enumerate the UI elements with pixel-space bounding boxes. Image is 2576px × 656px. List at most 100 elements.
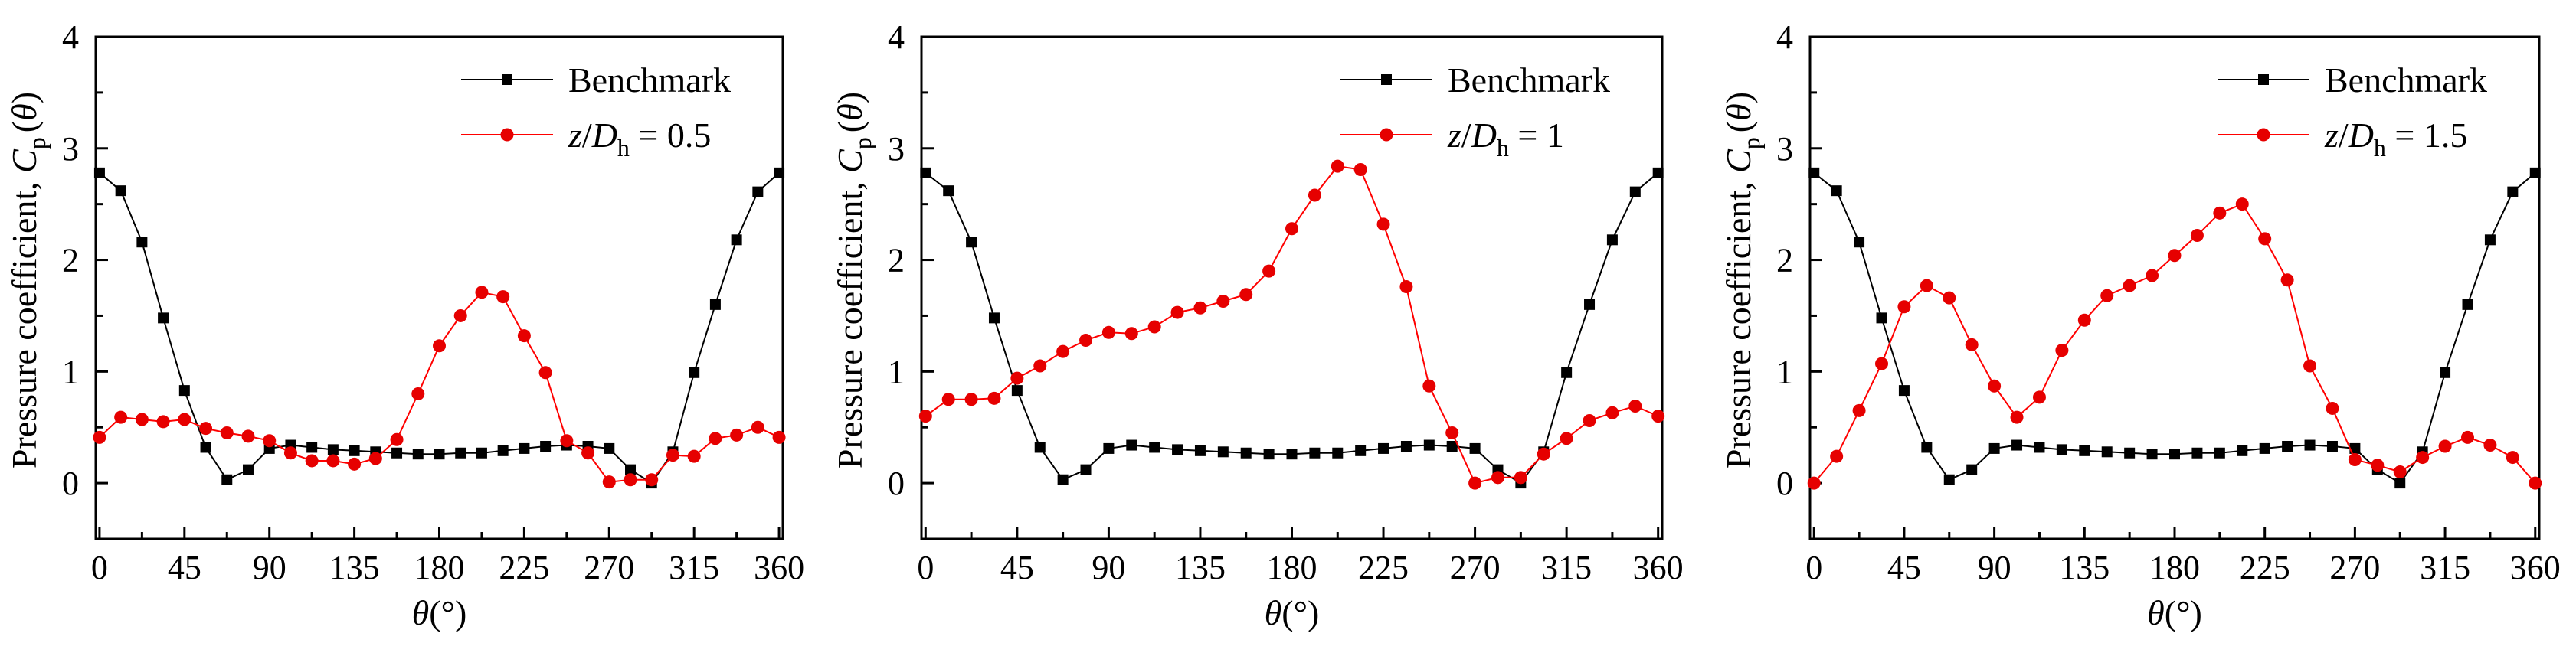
data-point-square — [920, 167, 931, 178]
data-point-square — [2507, 186, 2519, 197]
chart-panel-1: 0 45 90 135 180 225 270 315 36001234θ(°)Pressure… — [5, 18, 804, 632]
y-tick-label: 1 — [1776, 353, 1793, 390]
data-point-circle — [560, 434, 574, 448]
data-point-circle — [645, 473, 659, 487]
series-line — [925, 172, 1659, 485]
y-axis-symbol: C — [1719, 148, 1758, 173]
data-point-circle — [1101, 325, 1115, 339]
legend-label-comparison: z/Dh = 1.5 — [2324, 116, 2467, 162]
data-point-square — [1943, 474, 1955, 485]
data-point-circle — [517, 329, 531, 343]
data-point-square — [774, 167, 785, 178]
x-tick-label: 360 — [1633, 549, 1684, 586]
data-point-square — [604, 442, 615, 454]
data-point-square — [709, 299, 721, 310]
data-point-circle — [263, 434, 277, 448]
legend-value: = 0.5 — [630, 116, 711, 155]
data-point-circle — [964, 393, 978, 406]
data-point-square — [988, 312, 1000, 324]
data-point-square — [1808, 167, 1820, 178]
data-point-square — [1561, 367, 1573, 378]
series-comparison — [93, 286, 786, 489]
legend-label-benchmark: Benchmark — [2325, 60, 2487, 100]
data-point-circle — [135, 413, 149, 426]
y-tick-label: 2 — [62, 242, 79, 279]
data-point-circle — [2146, 269, 2159, 282]
series-line — [1813, 172, 2536, 485]
data-point-circle — [2348, 452, 2362, 466]
data-point-circle — [1920, 279, 1933, 292]
data-point-square — [1149, 442, 1160, 453]
y-axis-subscript: p — [23, 137, 51, 149]
y-tick-label: 0 — [62, 465, 79, 502]
x-tick-label: 270 — [584, 549, 634, 586]
y-axis-arg: θ — [1719, 103, 1758, 121]
data-point-square — [1194, 445, 1206, 456]
y-tick-label: 4 — [62, 18, 79, 56]
data-point-square — [349, 445, 360, 456]
y-axis-paren-open: ( — [5, 121, 44, 132]
data-point-circle — [1605, 406, 1619, 419]
data-point-circle — [1285, 222, 1298, 236]
y-tick-label: 2 — [888, 242, 905, 279]
data-point-square — [2146, 449, 2158, 460]
data-point-circle — [1943, 291, 1956, 305]
data-point-square — [2462, 299, 2473, 310]
data-point-circle — [1628, 400, 1642, 413]
data-point-square — [1469, 442, 1481, 454]
data-point-square — [2011, 439, 2023, 451]
data-point-square — [1446, 441, 1458, 452]
data-point-square — [2484, 234, 2496, 246]
legend-label-comparison: z/Dh = 1 — [1447, 116, 1564, 162]
data-point-square — [1966, 464, 1978, 475]
data-point-circle — [1124, 327, 1138, 341]
series-benchmark — [920, 167, 1664, 489]
data-point-circle — [1353, 162, 1367, 176]
y-axis-label: Pressure coefficient, Cp (θ) — [1719, 92, 1765, 468]
data-point-circle — [1216, 294, 1230, 308]
x-axis-symbol: θ — [1265, 593, 1282, 632]
x-tick-label: 225 — [499, 549, 549, 586]
x-tick-label: 135 — [1175, 549, 1226, 586]
data-point-square — [2079, 445, 2090, 456]
data-point-square — [2259, 442, 2270, 454]
series-comparison — [1807, 197, 2542, 490]
y-tick-label: 3 — [62, 130, 79, 168]
data-point-square — [943, 185, 954, 197]
legend-d: D — [2348, 116, 2374, 155]
y-axis-symbol: C — [830, 148, 869, 173]
data-point-circle — [496, 290, 510, 304]
legend-label-comparison: z/Dh = 0.5 — [568, 116, 711, 162]
data-point-circle — [2506, 451, 2519, 465]
x-tick-label: 45 — [1887, 549, 1921, 586]
y-tick-label: 4 — [1776, 18, 1793, 56]
x-tick-label: 270 — [2329, 549, 2380, 586]
data-point-square — [1876, 312, 1887, 324]
data-point-square — [1286, 449, 1298, 460]
y-axis-symbol: C — [5, 148, 44, 173]
data-point-circle — [156, 415, 170, 429]
data-point-square — [497, 445, 509, 456]
data-point-circle — [987, 391, 1001, 405]
x-tick-label: 90 — [1092, 549, 1125, 586]
x-tick-label: 180 — [1267, 549, 1317, 586]
y-axis-prefix: Pressure coefficient, — [1719, 173, 1758, 468]
data-point-circle — [1445, 426, 1459, 440]
data-point-square — [1898, 385, 1910, 397]
y-axis-prefix: Pressure coefficient, — [5, 173, 44, 468]
legend-marker-benchmark — [1381, 74, 1392, 85]
plot-frame — [1808, 35, 2541, 540]
data-point-square — [93, 167, 105, 178]
data-point-circle — [918, 410, 932, 423]
data-point-circle — [1491, 471, 1504, 485]
data-point-square — [1652, 167, 1664, 178]
data-point-circle — [1852, 403, 1866, 417]
data-point-square — [2056, 444, 2067, 455]
data-point-square — [752, 186, 764, 197]
data-point-circle — [1033, 359, 1047, 373]
data-point-square — [540, 441, 552, 452]
x-tick-label: 0 — [91, 549, 108, 586]
y-axis-subscript: p — [1737, 137, 1765, 149]
legend-subscript: h — [2374, 134, 2386, 162]
legend-z: z — [568, 116, 582, 155]
